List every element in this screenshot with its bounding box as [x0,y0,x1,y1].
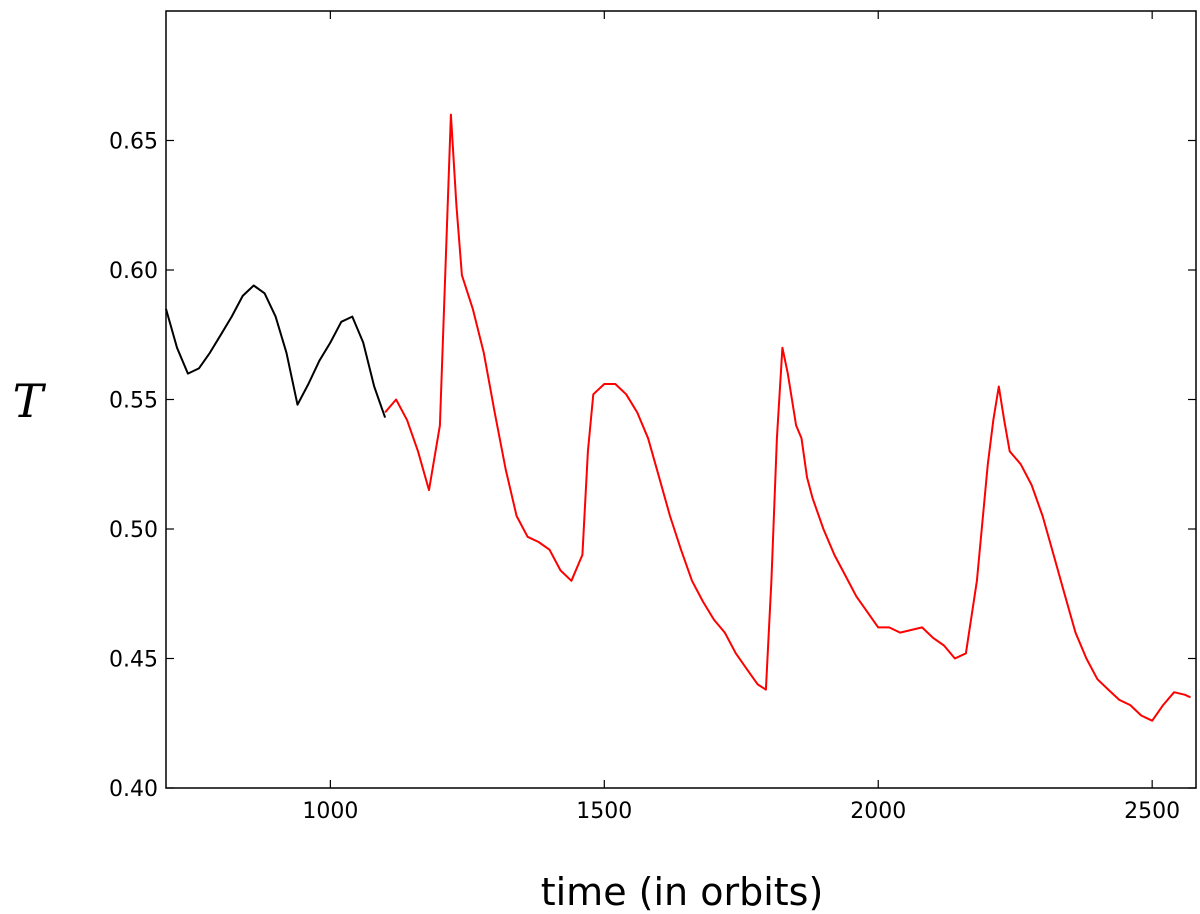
x-tick-label: 1500 [576,799,632,824]
plot-area [166,11,1196,788]
y-axis-label: T [13,374,47,428]
y-tick-label: 0.65 [109,130,158,155]
series-line-1 [165,284,387,418]
y-tick-label: 0.60 [109,259,158,284]
series-line-2 [384,113,1191,722]
x-tick-label: 2000 [850,799,906,824]
y-tick-label: 0.55 [109,389,158,414]
y-tick-label: 0.40 [109,777,158,802]
x-axis-label: time (in orbits) [541,870,824,914]
x-axis: 1000 1500 2000 2500 [302,11,1180,824]
y-tick-label: 0.45 [109,648,158,673]
x-tick-label: 2500 [1124,799,1180,824]
y-axis: 0.40 0.45 0.50 0.55 0.60 0.65 [109,130,1196,802]
x-tick-label: 1000 [302,799,358,824]
y-tick-label: 0.50 [109,518,158,543]
series-layer [165,113,1191,722]
